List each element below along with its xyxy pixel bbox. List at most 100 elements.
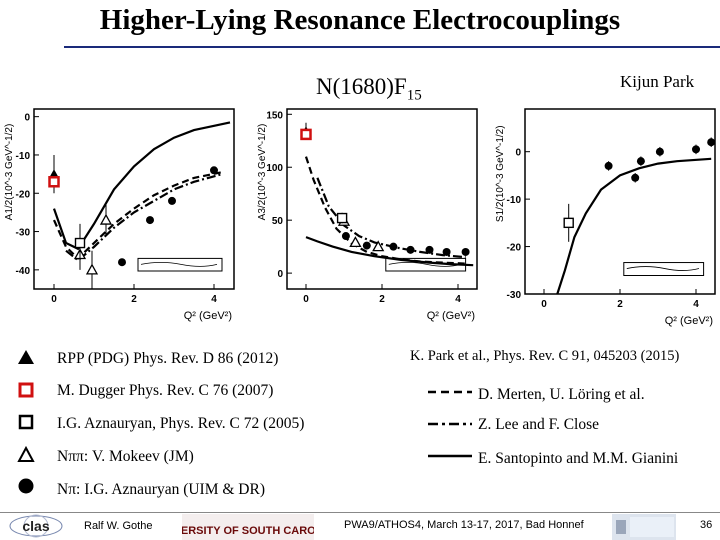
point-npi	[389, 242, 398, 251]
legend-entry-pdg: RPP (PDG) Phys. Rev. D 86 (2012)	[57, 350, 279, 367]
x-tick-label: 2	[617, 299, 623, 310]
systematic-band-curve	[388, 262, 462, 267]
curve-solid	[52, 121, 231, 251]
point-npi	[425, 245, 434, 254]
y-tick-label: 150	[266, 110, 283, 121]
legend-entry-npi: Nπ: I.G. Aznauryan (UIM & DR)	[57, 481, 265, 498]
systematic-band-curve	[140, 262, 218, 267]
point-npi	[631, 173, 640, 182]
point-nppi	[372, 240, 385, 252]
point-nppi	[349, 236, 362, 248]
red-square-icon	[14, 381, 38, 399]
curve-solid	[305, 236, 474, 267]
x-axis-label: Q² (GeV²)	[184, 310, 232, 322]
dashdot-line-icon	[428, 422, 472, 426]
y-axis-label: A1/2(10^-3 GeV^-1/2)	[4, 124, 15, 221]
plot-frame	[524, 108, 716, 295]
y-axis-label: S1/2(10^-3 GeV^-1/2)	[495, 125, 506, 222]
clas-logo: clas	[9, 514, 63, 538]
slide-title: Higher-Lying Resonance Electrocouplings	[99, 4, 621, 36]
legend-entry-dugger: M. Dugger Phys. Rev. C 76 (2007)	[57, 382, 274, 399]
filled-triangle-icon	[14, 348, 38, 366]
legend-entry-merten: D. Merten, U. Löring et al.	[478, 386, 645, 403]
x-axis-label: Q² (GeV²)	[427, 310, 475, 322]
y-tick-label: 100	[266, 163, 283, 174]
x-tick-label: 4	[693, 299, 699, 310]
open-triangle-icon	[14, 445, 38, 463]
systematic-band-curve	[626, 266, 700, 271]
legend-entry-aznauryan-2005: I.G. Aznauryan, Phys. Rev. C 72 (2005)	[57, 415, 305, 432]
legend-entry-npipi: Nππ: V. Mokeev (JM)	[57, 448, 194, 465]
resonance-label: N(1680)F15	[316, 74, 422, 105]
point-npi	[406, 245, 415, 254]
y-tick-label: -30	[16, 228, 31, 239]
reference-citation: K. Park et al., Phys. Rev. C 91, 045203 …	[410, 348, 680, 364]
point-npi	[210, 166, 218, 175]
y-tick-label: 0	[515, 148, 521, 159]
point-npi	[341, 232, 350, 241]
x-tick-label: 0	[303, 294, 309, 305]
legend-entry-santopinto: E. Santopinto and M.M. Gianini	[478, 450, 679, 467]
systematic-band	[385, 257, 467, 272]
conference-logo	[612, 514, 676, 540]
point-nppi	[85, 263, 99, 275]
point-nppi	[99, 213, 113, 225]
filled-circle-icon	[14, 477, 38, 495]
point-dugger	[300, 128, 312, 141]
open-square-icon	[14, 413, 38, 431]
footer-divider	[0, 512, 720, 513]
x-tick-label: 0	[51, 294, 57, 305]
point-npi	[707, 138, 716, 147]
point-npi	[118, 258, 126, 267]
point-pdg	[49, 169, 59, 179]
plot-frame	[33, 108, 235, 290]
point-aznauryan-2005	[336, 212, 348, 224]
systematic-band	[623, 262, 705, 277]
systematic-band	[137, 257, 223, 272]
plot-a12: 0 -10 -20 -30 -40 0 2 4 Q² (GeV²) A1/2(10^-3 GeV^…	[4, 108, 235, 322]
point-npi	[692, 145, 700, 154]
point-npi	[168, 196, 176, 205]
page-number: 36	[700, 519, 713, 531]
author-name: Kijun Park	[620, 72, 695, 91]
point-npi	[442, 247, 451, 256]
x-axis-label: Q² (GeV²)	[665, 315, 713, 327]
x-tick-label: 2	[379, 294, 385, 305]
point-npi	[146, 216, 154, 225]
y-tick-label: 0	[277, 269, 283, 280]
y-tick-label: -10	[507, 195, 522, 206]
legend-entry-lee-close: Z. Lee and F. Close	[478, 416, 600, 433]
curve-dashed	[52, 171, 223, 260]
point-dugger	[48, 176, 60, 188]
curve-dashed	[304, 156, 466, 265]
plot-a32: 0 50 100 150 0 2 4 Q² (GeV²) A3/2(10^-3 GeV^-1/2…	[257, 108, 478, 322]
y-tick-label: -20	[507, 243, 522, 254]
resonance-name: N(1680)F	[316, 74, 407, 99]
y-tick-label: -10	[16, 151, 31, 162]
y-axis-label: A3/2(10^-3 GeV^-1/2)	[257, 124, 268, 221]
x-tick-label: 0	[541, 299, 547, 310]
y-tick-label: -40	[16, 266, 31, 277]
presenter-name: Ralf W. Gothe	[84, 520, 153, 532]
point-npi	[655, 147, 664, 156]
curve-solid	[556, 157, 712, 295]
x-tick-label: 4	[455, 294, 461, 305]
y-tick-label: 0	[24, 113, 30, 124]
solid-line-icon	[428, 454, 472, 458]
x-tick-label: 2	[131, 294, 137, 305]
x-tick-label: 4	[211, 294, 217, 305]
resonance-index: 15	[406, 87, 422, 104]
y-tick-label: 50	[272, 216, 284, 227]
university-logo: UNIVERSITY OF SOUTH CAROLINA	[182, 514, 314, 540]
plot-s12: 0 -10 -20 -30 0 2 4 Q² (GeV²) S1/2(10^-3 GeV^-1/…	[495, 108, 716, 327]
y-tick-label: -20	[16, 189, 31, 200]
university-logo-text: UNIVERSITY OF SOUTH CAROLINA	[182, 525, 314, 537]
point-npi	[362, 241, 371, 250]
point-npi	[636, 157, 645, 166]
title-divider	[64, 46, 720, 48]
dashed-line-icon	[428, 390, 472, 394]
point-npi	[604, 161, 613, 170]
point-aznauryan-2005	[74, 237, 86, 249]
point-npi	[461, 247, 470, 256]
point-aznauryan-2005	[563, 217, 574, 229]
